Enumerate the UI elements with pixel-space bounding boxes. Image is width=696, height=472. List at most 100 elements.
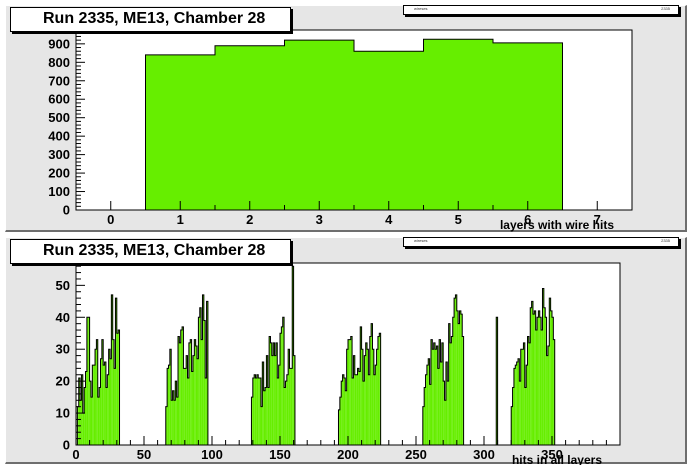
histogram-bin [356,374,358,445]
histogram-bin [278,365,280,445]
histogram-bin [78,377,81,445]
histogram-bin [81,374,83,445]
histogram-bin [199,307,202,445]
histogram-bin [379,333,381,445]
histogram-bin [110,358,112,445]
stats-value: 2335 [661,6,670,11]
histogram-bin [145,54,215,210]
histogram-bin [532,314,535,445]
histogram-bin [539,317,542,445]
histogram-bin [285,381,287,445]
histogram-bin [84,387,86,445]
histogram-bin [423,39,493,210]
histogram-bin [338,409,340,445]
histogram-bin [284,387,286,445]
histogram-bin [445,361,448,445]
histogram-bin [447,381,449,445]
histogram-bin [85,371,87,445]
histogram-bin [103,365,105,445]
histogram-bin [263,390,266,445]
stats-box: wireses 2335 [403,237,679,247]
histogram-bin [273,342,275,445]
histogram-bin [186,355,188,445]
histogram-bin [114,368,116,445]
y-tick-label: 100 [48,184,70,199]
histogram-bin [432,349,434,445]
histogram-bin [531,301,533,445]
histogram-bin [176,397,178,445]
histogram-bin [90,397,93,445]
y-tick-label: 800 [48,55,70,70]
histogram-bin [350,336,353,445]
histogram-bin [202,294,204,445]
histogram-bin [289,368,291,445]
histogram-bin [368,374,370,445]
histogram-bin [538,310,540,445]
histogram-bin [201,339,203,445]
histogram-bin [104,361,106,445]
histogram-bin [376,349,378,445]
histogram-bin [362,381,365,445]
histogram-bin [190,339,192,445]
histogram-bin [545,317,547,445]
histogram-bin [365,342,368,445]
histogram-bin [377,336,380,445]
histogram-bin [522,349,524,445]
histogram-bin [92,365,94,445]
histogram-bin [429,384,431,445]
histogram-bin [436,346,438,445]
histogram-bin [292,266,294,445]
histogram-bin [93,365,96,445]
histogram-bin [519,381,521,445]
histogram-bin [115,298,117,445]
x-tick-label: 3 [316,212,323,227]
histogram-bin [373,374,376,445]
histogram-bin [108,349,110,445]
histogram-bin [274,355,276,445]
histogram-bin [426,365,429,445]
histogram-bin [86,317,89,445]
histogram-bin [367,349,369,445]
histogram-bin [443,381,445,445]
histogram-bin [286,374,289,445]
histogram-bin [107,374,109,445]
histogram-bin [424,387,426,445]
x-tick-label: 5 [455,212,462,227]
y-tick-label: 40 [56,310,70,325]
histogram-bin [349,339,351,445]
histogram-bin [101,339,104,445]
histogram-bin [552,317,554,445]
histogram-bin [528,342,531,445]
x-tick-label: 100 [201,447,223,462]
histogram-outline [145,38,563,210]
histogram-bin [290,368,293,445]
histogram-bin [348,339,350,445]
histogram-bin [439,339,441,445]
histogram-bin [541,330,543,445]
histogram-bin [534,310,536,445]
histogram-bin [284,40,354,211]
histogram-bin [360,326,362,445]
histogram-bin [280,333,282,445]
y-tick-label: 500 [48,110,70,125]
y-tick-label: 10 [56,406,70,421]
histogram-bin [254,374,256,445]
histogram-bin [342,374,344,445]
histogram-bin [96,339,98,445]
x-tick-label: 1 [177,212,184,227]
histogram-bin [203,320,206,445]
histogram-bin [520,349,523,445]
histogram-bin [455,294,457,445]
histogram-pad-layers: 0 100 200 300 400 500 600 700 800 900 0 1 2 3 4 5 6 7 laye… [5,5,687,232]
histogram-bin [259,377,261,445]
histogram-bin [175,381,177,445]
histogram-bin [188,342,191,445]
x-tick-label: 0 [72,447,79,462]
histogram-bin [361,349,363,445]
x-tick-label: 250 [405,447,427,462]
histogram-bin [282,317,285,445]
histogram-bin [260,406,263,445]
histogram-bin [352,377,354,445]
histogram-bin [184,368,187,445]
